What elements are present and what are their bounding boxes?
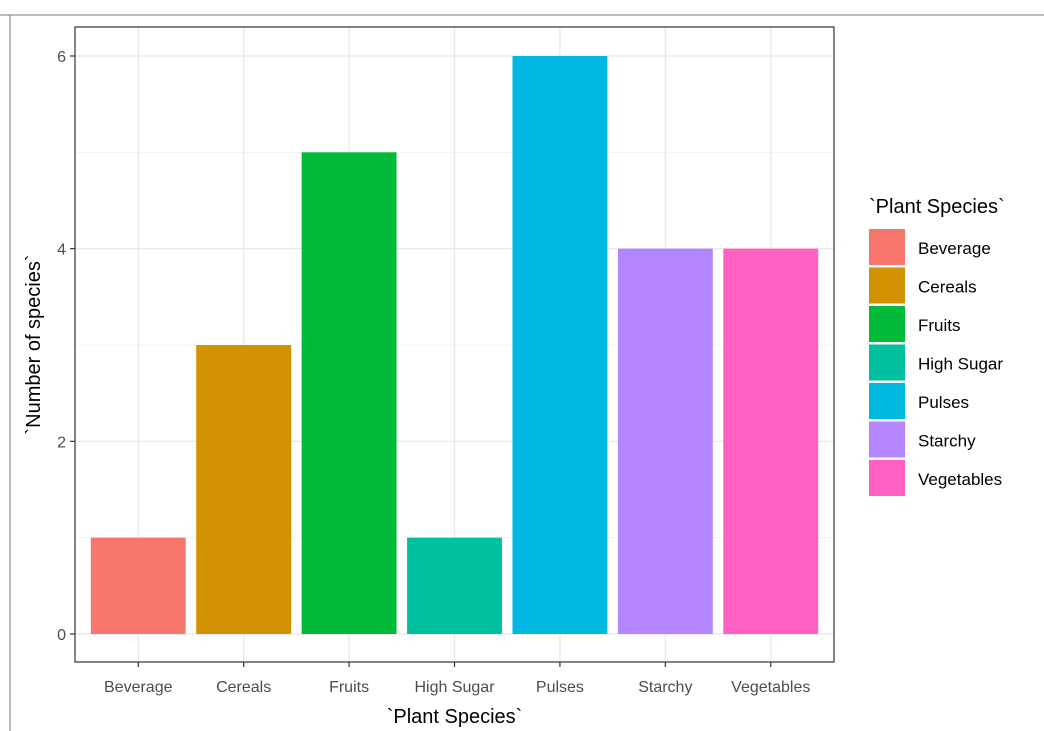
bar-pulses: [512, 56, 608, 634]
legend-swatch: [869, 306, 905, 342]
legend-label: Fruits: [918, 316, 961, 335]
x-tick-label: Beverage: [104, 679, 173, 696]
bar-high-sugar: [407, 537, 502, 634]
x-tick-label: Pulses: [536, 679, 584, 696]
legend-swatch: [869, 460, 905, 496]
legend-swatch: [869, 383, 905, 419]
y-tick-label: 6: [57, 49, 66, 66]
legend-label: Starchy: [918, 432, 976, 451]
x-tick-label: Fruits: [329, 679, 369, 696]
legend-label: Vegetables: [918, 470, 1002, 489]
x-tick-label: Vegetables: [731, 679, 810, 696]
legend-swatch: [869, 267, 905, 304]
y-tick-label: 2: [57, 434, 66, 451]
legend-title: `Plant Species`: [869, 196, 1005, 218]
y-tick-label: 4: [57, 242, 66, 259]
bar-vegetables: [723, 248, 819, 634]
x-axis: Beverage Cereals Fruits High Sugar Pulses Sta…: [104, 662, 810, 696]
legend-items: Beverage Cereals Fruits High Sugar Pulses Sta…: [869, 229, 1003, 496]
x-tick-label: Starchy: [638, 679, 692, 696]
legend-swatch: [869, 421, 905, 458]
legend-label: Pulses: [918, 393, 969, 412]
y-axis-title: `Number of species`: [23, 254, 45, 434]
legend-label: Cereals: [918, 278, 977, 297]
x-axis-title: `Plant Species`: [387, 706, 523, 728]
bar-beverage: [90, 537, 186, 634]
legend-label: Beverage: [918, 239, 991, 258]
x-tick-label: Cereals: [216, 679, 271, 696]
bar-fruits: [301, 152, 397, 635]
bar-cereals: [196, 345, 292, 634]
bar-starchy: [617, 248, 713, 634]
legend-label: High Sugar: [918, 355, 1003, 374]
legend: `Plant Species` Beverage Cereals Fruits Hig…: [869, 196, 1005, 496]
legend-swatch: [869, 229, 905, 265]
x-tick-label: High Sugar: [414, 679, 495, 696]
legend-swatch: [869, 344, 905, 381]
y-axis: 0 2 4 6: [57, 49, 75, 644]
bars: [90, 56, 819, 635]
y-tick-label: 0: [57, 627, 66, 644]
